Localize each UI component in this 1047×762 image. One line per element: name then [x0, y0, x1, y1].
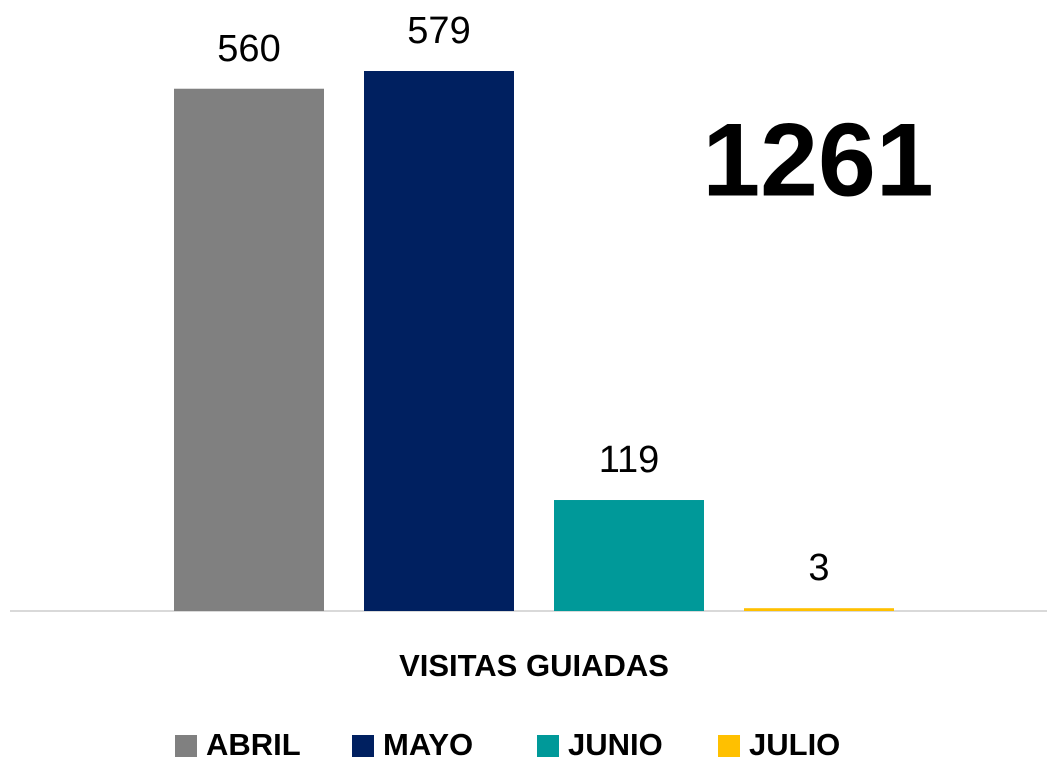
x-tick-label: VISITAS GUIADAS [399, 648, 669, 683]
legend-label: JUNIO [568, 727, 663, 762]
data-label: 579 [407, 10, 470, 52]
legend-swatch [352, 735, 374, 757]
legend-swatch [718, 735, 740, 757]
legend-label: MAYO [383, 727, 473, 762]
bar [554, 500, 704, 611]
legend-label: JULIO [749, 727, 840, 762]
bar [174, 88, 324, 611]
data-label: 119 [599, 439, 660, 481]
legend-swatch [537, 735, 559, 757]
legend-swatch [175, 735, 197, 757]
annotation: 1261 [702, 102, 933, 218]
data-label: 560 [217, 28, 280, 70]
data-label: 3 [808, 547, 829, 589]
legend-label: ABRIL [206, 727, 301, 762]
bar [364, 71, 514, 611]
bar [744, 608, 894, 611]
